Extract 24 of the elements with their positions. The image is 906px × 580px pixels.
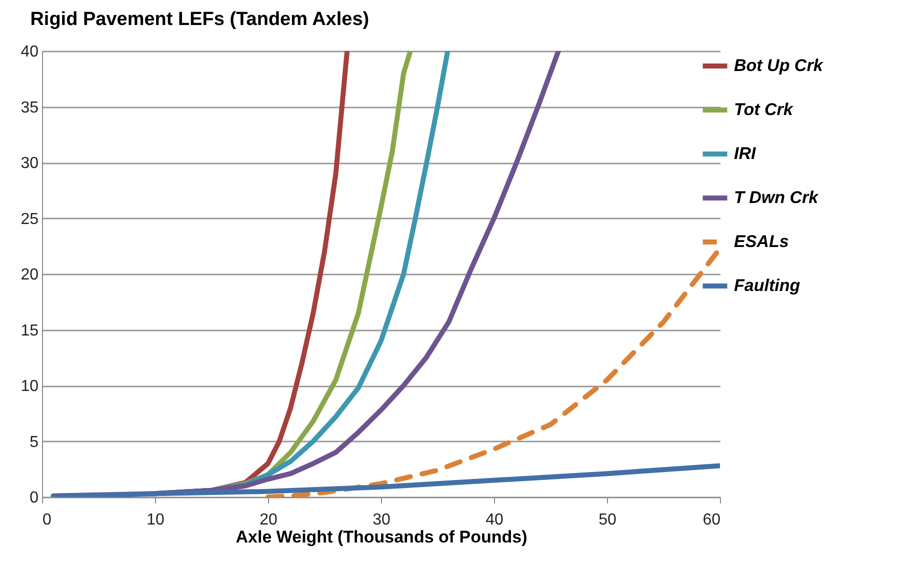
y-tick-label: 10 <box>20 378 39 395</box>
y-tick-label: 0 <box>30 490 39 506</box>
y-tick-label: 15 <box>20 322 39 340</box>
legend-label: ESALs <box>734 232 789 251</box>
chart-title: Rigid Pavement LEFs (Tandem Axles) <box>30 9 370 30</box>
x-tick-label: 50 <box>598 512 616 528</box>
x-axis-title: Axle Weight (Thousands of Pounds) <box>236 528 528 546</box>
y-tick-label: 20 <box>20 266 39 284</box>
legend-label: Faulting <box>734 276 801 295</box>
x-tick-label: 30 <box>372 512 390 528</box>
legend-label: Bot Up Crk <box>734 56 824 75</box>
y-tick-label: 30 <box>20 155 39 172</box>
y-tick-label: 40 <box>20 44 39 60</box>
legend-label: IRI <box>734 144 757 163</box>
legend-label: T Dwn Crk <box>734 188 820 207</box>
x-tick-label: 40 <box>486 512 504 528</box>
x-tick-label: 20 <box>260 512 278 528</box>
x-tick-label: 0 <box>42 512 52 528</box>
y-tick-label: 5 <box>30 434 39 451</box>
legend-label: Tot Crk <box>734 100 794 119</box>
y-tick-label: 35 <box>20 99 39 116</box>
x-tick-label: 60 <box>702 512 721 528</box>
y-tick-label: 25 <box>20 210 39 228</box>
x-tick-label: 10 <box>146 512 164 528</box>
